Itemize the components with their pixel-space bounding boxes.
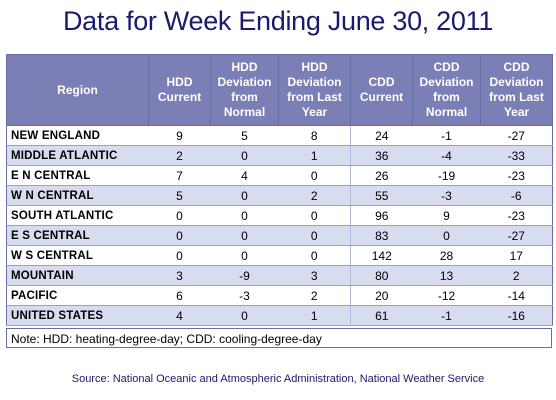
hdd-dev-last-year-cell: 3 <box>278 265 351 286</box>
header-row: Region HDD Current HDD Deviation from No… <box>6 54 553 126</box>
hdd-dev-normal-cell: 4 <box>210 165 279 186</box>
cdd-dev-normal-cell: 13 <box>412 265 481 286</box>
cdd-current-cell: 55 <box>350 185 413 206</box>
cdd-dev-normal-cell: -1 <box>412 305 481 326</box>
cdd-dev-normal-cell: 28 <box>412 245 481 266</box>
cdd-current-cell: 20 <box>350 285 413 306</box>
cdd-dev-last-year-cell: -33 <box>480 145 553 166</box>
table-row: SOUTH ATLANTIC 0 0 0 96 9 -23 <box>6 205 553 226</box>
region-cell: NEW ENGLAND <box>6 125 149 146</box>
hdd-current-cell: 0 <box>148 205 211 226</box>
region-cell: PACIFIC <box>6 285 149 306</box>
hdd-dev-last-year-cell: 8 <box>278 125 351 146</box>
region-cell: UNITED STATES <box>6 305 149 326</box>
table-row: MIDDLE ATLANTIC 2 0 1 36 -4 -33 <box>6 145 553 166</box>
source-credit: Source: National Oceanic and Atmospheric… <box>71 373 485 385</box>
region-cell: W S CENTRAL <box>6 245 149 266</box>
column-header-hdd-current: HDD Current <box>148 54 211 126</box>
hdd-dev-last-year-cell: 0 <box>278 245 351 266</box>
cdd-current-cell: 24 <box>350 125 413 146</box>
table-row: W N CENTRAL 5 0 2 55 -3 -6 <box>6 185 553 206</box>
table-note: Note: HDD: heating-degree-day; CDD: cool… <box>6 328 552 348</box>
column-header-cdd-current: CDD Current <box>350 54 413 126</box>
hdd-current-cell: 9 <box>148 125 211 146</box>
cdd-dev-last-year-cell: -16 <box>480 305 553 326</box>
cdd-dev-normal-cell: -3 <box>412 185 481 206</box>
cdd-current-cell: 142 <box>350 245 413 266</box>
hdd-current-cell: 0 <box>148 245 211 266</box>
hdd-current-cell: 0 <box>148 225 211 246</box>
cdd-current-cell: 96 <box>350 205 413 226</box>
cdd-dev-last-year-cell: -6 <box>480 185 553 206</box>
hdd-dev-normal-cell: 0 <box>210 185 279 206</box>
cdd-dev-last-year-cell: -27 <box>480 125 553 146</box>
hdd-dev-normal-cell: -3 <box>210 285 279 306</box>
cdd-current-cell: 36 <box>350 145 413 166</box>
hdd-current-cell: 3 <box>148 265 211 286</box>
cdd-dev-normal-cell: -4 <box>412 145 481 166</box>
weather-data-table: Region HDD Current HDD Deviation from No… <box>6 54 553 326</box>
cdd-dev-normal-cell: -12 <box>412 285 481 306</box>
region-cell: MOUNTAIN <box>6 265 149 286</box>
hdd-dev-normal-cell: 0 <box>210 225 279 246</box>
hdd-current-cell: 5 <box>148 185 211 206</box>
region-cell: MIDDLE ATLANTIC <box>6 145 149 166</box>
column-header-cdd-deviation-last-year: CDD Deviation from Last Year <box>480 54 553 126</box>
cdd-dev-normal-cell: 9 <box>412 205 481 226</box>
table-row: E S CENTRAL 0 0 0 83 0 -27 <box>6 225 553 246</box>
table-row: PACIFIC 6 -3 2 20 -12 -14 <box>6 285 553 306</box>
hdd-dev-last-year-cell: 1 <box>278 145 351 166</box>
hdd-dev-normal-cell: -9 <box>210 265 279 286</box>
hdd-dev-normal-cell: 0 <box>210 145 279 166</box>
cdd-dev-normal-cell: -1 <box>412 125 481 146</box>
hdd-dev-last-year-cell: 2 <box>278 285 351 306</box>
hdd-dev-normal-cell: 0 <box>210 205 279 226</box>
table-row: W S CENTRAL 0 0 0 142 28 17 <box>6 245 553 266</box>
cdd-current-cell: 61 <box>350 305 413 326</box>
cdd-dev-normal-cell: 0 <box>412 225 481 246</box>
cdd-dev-normal-cell: -19 <box>412 165 481 186</box>
table-row: NEW ENGLAND 9 5 8 24 -1 -27 <box>6 125 553 146</box>
hdd-current-cell: 7 <box>148 165 211 186</box>
cdd-dev-last-year-cell: -23 <box>480 165 553 186</box>
table-row-total: UNITED STATES 4 0 1 61 -1 -16 <box>6 305 553 326</box>
column-header-hdd-deviation-normal: HDD Deviation from Normal <box>210 54 279 126</box>
region-cell: SOUTH ATLANTIC <box>6 205 149 226</box>
cdd-dev-last-year-cell: -27 <box>480 225 553 246</box>
hdd-dev-last-year-cell: 0 <box>278 165 351 186</box>
hdd-dev-normal-cell: 5 <box>210 125 279 146</box>
cdd-dev-last-year-cell: 17 <box>480 245 553 266</box>
cdd-dev-last-year-cell: -14 <box>480 285 553 306</box>
table-row: MOUNTAIN 3 -9 3 80 13 2 <box>6 265 553 286</box>
hdd-dev-last-year-cell: 0 <box>278 205 351 226</box>
hdd-dev-last-year-cell: 0 <box>278 225 351 246</box>
cdd-current-cell: 83 <box>350 225 413 246</box>
page-title: Data for Week Ending June 30, 2011 <box>62 6 494 36</box>
hdd-dev-normal-cell: 0 <box>210 305 279 326</box>
region-cell: W N CENTRAL <box>6 185 149 206</box>
hdd-current-cell: 6 <box>148 285 211 306</box>
table-row: E N CENTRAL 7 4 0 26 -19 -23 <box>6 165 553 186</box>
hdd-current-cell: 2 <box>148 145 211 166</box>
region-cell: E N CENTRAL <box>6 165 149 186</box>
hdd-current-cell: 4 <box>148 305 211 326</box>
cdd-current-cell: 26 <box>350 165 413 186</box>
column-header-region: Region <box>6 54 149 126</box>
cdd-dev-last-year-cell: 2 <box>480 265 553 286</box>
hdd-dev-last-year-cell: 1 <box>278 305 351 326</box>
region-cell: E S CENTRAL <box>6 225 149 246</box>
cdd-dev-last-year-cell: -23 <box>480 205 553 226</box>
hdd-dev-last-year-cell: 2 <box>278 185 351 206</box>
hdd-dev-normal-cell: 0 <box>210 245 279 266</box>
column-header-cdd-deviation-normal: CDD Deviation from Normal <box>412 54 481 126</box>
column-header-hdd-deviation-last-year: HDD Deviation from Last Year <box>278 54 351 126</box>
cdd-current-cell: 80 <box>350 265 413 286</box>
